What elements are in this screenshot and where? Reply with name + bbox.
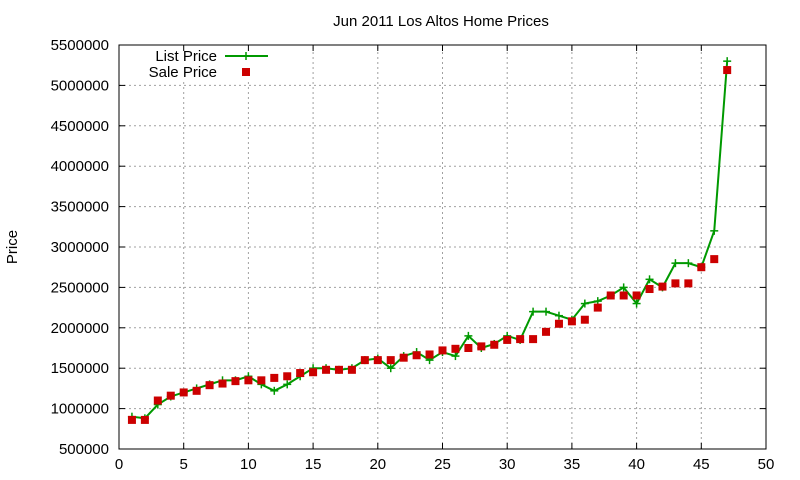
list-price-point [554,311,563,320]
sale-price-point [671,279,680,288]
list-price-point [451,352,460,361]
sale-price-point [205,381,214,390]
list-price-point [270,386,279,395]
sale-price-point [529,335,538,344]
x-tick-label: 10 [240,456,257,473]
sale-price-point [606,291,615,300]
sale-price-point [697,263,706,272]
sale-price-point [542,327,551,336]
sale-price-point [451,344,460,353]
list-price-point [529,307,538,316]
x-tick-label: 20 [369,456,386,473]
y-tick-label: 5000000 [51,77,109,94]
y-tick-label: 3500000 [51,199,109,216]
sale-price-point [192,386,201,395]
sale-price-point [710,255,719,264]
sale-price-point [425,350,434,359]
legend-square-marker [242,68,250,76]
series-sale-price [127,66,732,424]
list-price-point [283,380,292,389]
sale-price-point [619,291,628,300]
sale-price-point [399,353,408,362]
sale-price-point [347,365,356,374]
sale-price-point [464,344,473,352]
list-price-point [580,299,589,308]
sale-price-point [516,335,525,344]
y-axis-label: Price [4,230,21,264]
y-tick-label: 1000000 [51,401,109,418]
x-tick-label: 25 [434,456,451,473]
x-tick-label: 0 [115,456,123,473]
legend-label: List Price [155,48,217,65]
sale-price-point [270,373,279,382]
x-tick-label: 50 [758,456,775,473]
sale-price-point [593,303,602,312]
sale-price-point [140,415,149,424]
sale-price-point [231,377,240,386]
sale-price-point [567,317,576,326]
sale-price-point [127,415,136,424]
y-tick-label: 3000000 [51,239,109,256]
list-price-point [386,364,395,373]
sale-price-point [723,66,732,75]
axes: 0 5 10 15 20 25 30 35 40 45 50 500000 1000000 1500000… [51,37,775,473]
sale-price-point [412,351,421,360]
sale-price-point [218,379,227,388]
sale-price-point [179,388,188,397]
list-price-point [464,331,473,340]
x-tick-label: 15 [305,456,322,473]
x-tick-label: 40 [628,456,645,473]
y-tick-label: 1500000 [51,360,109,377]
list-price-point [684,259,693,268]
sale-price-point [580,315,589,324]
x-tick-label: 30 [499,456,516,473]
list-price-point [710,226,719,235]
x-tick-label: 5 [180,456,188,473]
sale-price-point [632,291,641,300]
list-price-line [131,61,729,420]
sale-price-point [283,372,292,381]
sale-price-point [322,365,331,374]
list-price-point [723,57,732,66]
sale-price-point [309,368,318,377]
series-list-price [127,57,732,423]
sale-price-point [658,282,667,291]
sale-price-point [360,356,369,365]
list-price-point [671,259,680,268]
list-price-point [542,307,551,316]
y-tick-label: 4500000 [51,118,109,135]
y-tick-label: 5500000 [51,37,109,54]
sale-price-point [153,396,162,405]
sale-price-point [477,342,486,351]
legend-label: Sale Price [149,64,217,81]
grid [119,45,766,449]
sale-price-point [438,346,447,355]
chart-title: Jun 2011 Los Altos Home Prices [333,13,549,30]
x-tick-label: 45 [693,456,710,473]
sale-price-point [244,376,253,385]
y-tick-label: 2000000 [51,320,109,337]
sale-price-point [257,376,266,385]
sale-price-point [684,279,693,288]
sale-price-point [334,365,343,374]
list-price-point [619,283,628,292]
y-tick-label: 2500000 [51,279,109,296]
y-tick-label: 500000 [59,441,109,458]
sale-price-point [296,369,305,378]
x-tick-label: 35 [564,456,581,473]
legend-plus-marker [242,52,250,60]
list-price-point [645,275,654,284]
sale-price-point [645,285,654,294]
plot-area [127,57,732,424]
sale-price-point [386,356,395,365]
sale-price-point [490,340,499,349]
list-price-point [632,299,641,308]
y-tick-label: 4000000 [51,158,109,175]
sale-price-point [554,319,563,328]
sale-price-point [503,335,512,344]
sale-price-point [373,356,382,365]
sale-price-point [166,391,175,400]
